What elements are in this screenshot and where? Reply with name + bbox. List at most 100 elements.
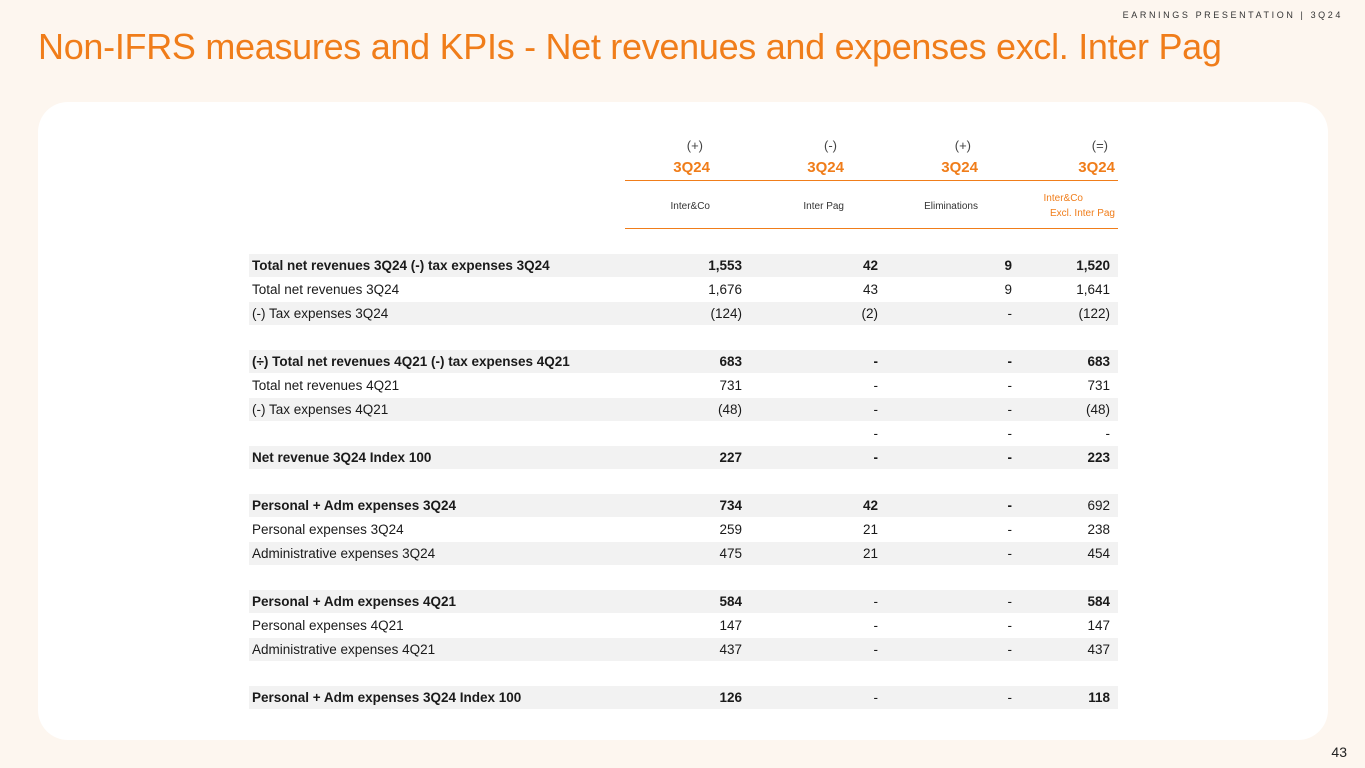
col1-sign: (+) bbox=[686, 138, 703, 153]
table-row: Personal + Adm expenses 3Q24 734 42 - 692 bbox=[249, 494, 1118, 517]
row-value: (48) bbox=[1085, 402, 1110, 417]
row-value: - bbox=[1007, 354, 1013, 369]
row-value: - bbox=[1007, 498, 1013, 513]
col2-entity: Inter Pag bbox=[803, 201, 844, 212]
row-label: Personal + Adm expenses 3Q24 bbox=[252, 498, 456, 513]
table-row: Administrative expenses 4Q21 437 - - 437 bbox=[249, 638, 1118, 661]
row-value: 21 bbox=[862, 546, 878, 561]
row-value: 1,553 bbox=[708, 258, 742, 273]
row-value: 454 bbox=[1087, 546, 1110, 561]
row-label: Personal expenses 4Q21 bbox=[252, 618, 404, 633]
row-label: Administrative expenses 4Q21 bbox=[252, 642, 436, 657]
row-value: 9 bbox=[1004, 258, 1012, 273]
row-value: (124) bbox=[710, 306, 742, 321]
row-value: 259 bbox=[719, 522, 742, 537]
row-value: - bbox=[1007, 522, 1013, 537]
col3-entity: Eliminations bbox=[924, 201, 978, 212]
row-value: - bbox=[873, 378, 879, 393]
row-value: 437 bbox=[1087, 642, 1110, 657]
row-label: Personal + Adm expenses 3Q24 Index 100 bbox=[252, 690, 522, 705]
row-value: 238 bbox=[1087, 522, 1110, 537]
row-value: - bbox=[873, 642, 879, 657]
header-rule-top bbox=[625, 180, 1118, 181]
row-value: 223 bbox=[1087, 450, 1110, 465]
table-row: Total net revenues 4Q21 731 - - 731 bbox=[249, 374, 1118, 397]
row-value: 118 bbox=[1088, 690, 1110, 705]
row-label: Net revenue 3Q24 Index 100 bbox=[252, 450, 432, 465]
row-label: Personal + Adm expenses 4Q21 bbox=[252, 594, 456, 609]
col4-period: 3Q24 bbox=[1078, 159, 1115, 176]
table-row: Net revenue 3Q24 Index 100 227 - - 223 bbox=[249, 446, 1118, 469]
table-row: Administrative expenses 3Q24 475 21 - 454 bbox=[249, 542, 1118, 565]
row-value: - bbox=[1007, 378, 1013, 393]
row-value: - bbox=[1007, 594, 1013, 609]
table-row: Personal + Adm expenses 3Q24 Index 100 1… bbox=[249, 686, 1118, 709]
col4-entity: Inter&Co bbox=[1043, 193, 1083, 204]
presentation-tag: EARNINGS PRESENTATION | 3Q24 bbox=[1122, 10, 1343, 20]
row-value: 584 bbox=[719, 594, 742, 609]
row-value: 1,676 bbox=[708, 282, 742, 297]
row-label: (-) Tax expenses 4Q21 bbox=[252, 402, 389, 417]
table-row: Personal expenses 4Q21 147 - - 147 bbox=[249, 614, 1118, 637]
row-value: - bbox=[873, 402, 879, 417]
row-value: - bbox=[1007, 450, 1013, 465]
row-label: (÷) Total net revenues 4Q21 (-) tax expe… bbox=[252, 354, 570, 369]
page-number: 43 bbox=[1331, 744, 1347, 760]
table-row: (-) Tax expenses 3Q24 (124) (2) - (122) bbox=[249, 302, 1118, 325]
row-value: 475 bbox=[719, 546, 742, 561]
row-value: 227 bbox=[719, 450, 742, 465]
row-value: - bbox=[873, 594, 879, 609]
row-value: 734 bbox=[719, 498, 742, 513]
row-value: 43 bbox=[862, 282, 878, 297]
row-value: - bbox=[1007, 642, 1013, 657]
row-value: - bbox=[1007, 618, 1013, 633]
col4-sign: (=) bbox=[1091, 138, 1108, 153]
row-label: Total net revenues 3Q24 (-) tax expenses… bbox=[252, 258, 550, 273]
row-value: 1,641 bbox=[1076, 282, 1110, 297]
row-value: - bbox=[1007, 426, 1013, 441]
row-value: (2) bbox=[861, 306, 879, 321]
row-value: (122) bbox=[1078, 306, 1110, 321]
row-value: 584 bbox=[1087, 594, 1110, 609]
col3-period: 3Q24 bbox=[941, 159, 978, 176]
col2-period: 3Q24 bbox=[807, 159, 844, 176]
row-value: 147 bbox=[719, 618, 742, 633]
row-value: - bbox=[873, 618, 879, 633]
table-row: Total net revenues 3Q24 (-) tax expenses… bbox=[249, 254, 1118, 277]
table-row: Total net revenues 3Q24 1,676 43 9 1,641 bbox=[249, 278, 1118, 301]
col3-sign: (+) bbox=[954, 138, 971, 153]
row-value: - bbox=[873, 690, 879, 705]
table-row: (-) Tax expenses 4Q21 (48) - - (48) bbox=[249, 398, 1118, 421]
row-value: - bbox=[873, 426, 879, 441]
row-label: Administrative expenses 3Q24 bbox=[252, 546, 436, 561]
header-rule-bottom bbox=[625, 228, 1118, 229]
row-label: (-) Tax expenses 3Q24 bbox=[252, 306, 389, 321]
table-row: Personal expenses 3Q24 259 21 - 238 bbox=[249, 518, 1118, 541]
col4-entity-sub: Excl. Inter Pag bbox=[1049, 208, 1115, 219]
row-value: 731 bbox=[1087, 378, 1110, 393]
table-row: Personal + Adm expenses 4Q21 584 - - 584 bbox=[249, 590, 1118, 613]
row-value: 683 bbox=[1087, 354, 1110, 369]
col1-period: 3Q24 bbox=[673, 159, 710, 176]
row-value: 1,520 bbox=[1076, 258, 1110, 273]
row-value: - bbox=[873, 450, 879, 465]
row-value: - bbox=[1105, 426, 1111, 441]
row-value: - bbox=[1007, 690, 1013, 705]
row-value: 731 bbox=[719, 378, 742, 393]
row-value: 147 bbox=[1087, 618, 1110, 633]
row-value: - bbox=[1007, 546, 1013, 561]
row-label: Total net revenues 4Q21 bbox=[252, 378, 400, 393]
col1-entity: Inter&Co bbox=[670, 201, 710, 212]
row-value: - bbox=[873, 354, 879, 369]
table-row: (÷) Total net revenues 4Q21 (-) tax expe… bbox=[249, 350, 1118, 373]
row-label: Total net revenues 3Q24 bbox=[252, 282, 400, 297]
row-value: 42 bbox=[862, 258, 878, 273]
table-card: (+) (-) (+) (=) 3Q24 3Q24 3Q24 3Q24 Inte… bbox=[38, 102, 1328, 740]
row-value: 437 bbox=[719, 642, 742, 657]
row-value: - bbox=[1007, 402, 1013, 417]
row-value: (48) bbox=[717, 402, 742, 417]
page-title: Non-IFRS measures and KPIs - Net revenue… bbox=[38, 26, 1222, 67]
row-value: 126 bbox=[719, 690, 742, 705]
row-value: 42 bbox=[862, 498, 878, 513]
row-value: 683 bbox=[719, 354, 742, 369]
